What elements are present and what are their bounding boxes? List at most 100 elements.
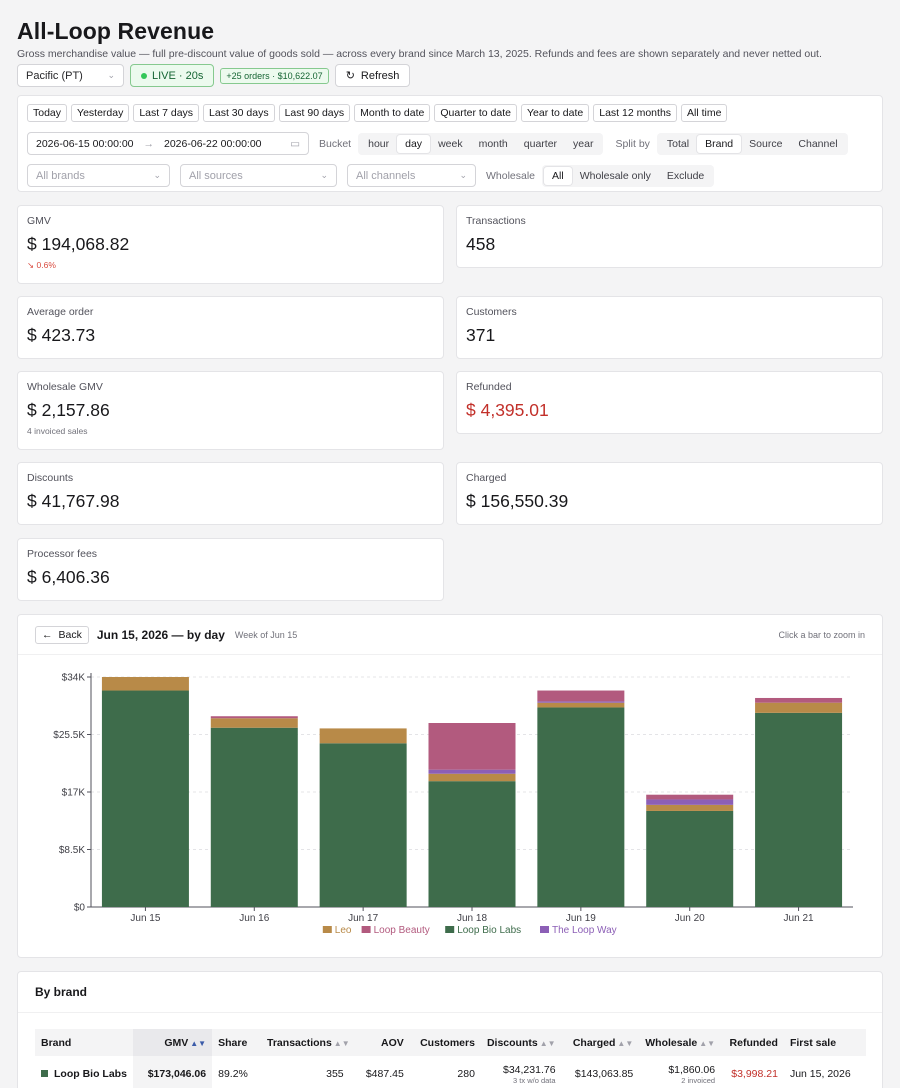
- chevron-down-icon: ⌄: [320, 170, 328, 180]
- split-total[interactable]: Total: [666, 137, 690, 150]
- x-tick-label: Jun 16: [239, 913, 269, 924]
- y-tick-label: $8.5K: [59, 845, 85, 856]
- bar-leo: [646, 804, 734, 811]
- col-brand: Brand: [35, 1029, 133, 1056]
- bucket-label: Bucket: [319, 137, 352, 150]
- bar-loop-bio-labs: [537, 707, 625, 907]
- wholesale-wholesale-only[interactable]: Wholesale only: [579, 169, 651, 182]
- col-transactions[interactable]: Transactions ▲▼: [261, 1029, 356, 1056]
- chevron-down-icon: ⌄: [459, 170, 467, 180]
- bar-loop-bio-labs: [428, 781, 516, 907]
- bar-loop-bio-labs: [101, 690, 189, 907]
- live-toggle[interactable]: LIVE · 20s: [130, 64, 215, 87]
- col-wholesale[interactable]: Wholesale ▲▼: [639, 1029, 722, 1056]
- sort-desc-icon: ▲▼: [190, 1038, 207, 1048]
- trend-down-icon: ↘: [27, 260, 35, 270]
- transactions-card: Transactions 458: [456, 205, 883, 268]
- legend-label: The Loop Way: [552, 925, 617, 936]
- legend-label: Leo: [335, 925, 352, 936]
- brands-filter[interactable]: All brands ⌄: [27, 164, 170, 187]
- timezone-select[interactable]: Pacific (PT) ⌄: [17, 64, 124, 87]
- range-year-to-date[interactable]: Year to date: [520, 104, 590, 122]
- filters-panel: Today Yesterday Last 7 days Last 30 days Las…: [17, 95, 883, 192]
- back-button[interactable]: ← Back: [35, 625, 89, 644]
- bar-loop-bio-labs: [319, 743, 407, 907]
- x-tick-label: Jun 19: [566, 913, 596, 924]
- legend-swatch: [445, 926, 455, 933]
- split-label: Split by: [615, 137, 650, 150]
- sources-filter[interactable]: All sources ⌄: [180, 164, 337, 187]
- range-last-30-days[interactable]: Last 30 days: [203, 104, 275, 122]
- range-last-12-months[interactable]: Last 12 months: [593, 104, 678, 122]
- col-customers: Customers: [409, 1029, 481, 1056]
- page-title: All-Loop Revenue: [17, 18, 215, 44]
- bar-leo: [210, 718, 298, 728]
- bar-the-loop-way: [646, 799, 734, 805]
- bucket-selector: hour day week month quarter year: [358, 132, 604, 155]
- split-source[interactable]: Source: [749, 137, 783, 150]
- bar-the-loop-way: [428, 769, 516, 774]
- brand-swatch: [41, 1070, 48, 1077]
- range-presets: Today Yesterday Last 7 days Last 30 days Las…: [27, 104, 873, 122]
- chart-hint: Click a bar to zoom in: [778, 629, 865, 640]
- bar-loop-beauty: [646, 794, 734, 800]
- range-quarter-to-date[interactable]: Quarter to date: [434, 104, 517, 122]
- bar-leo: [319, 728, 407, 744]
- col-charged[interactable]: Charged ▲▼: [561, 1029, 640, 1056]
- gmv-card: GMV $ 194,068.82 ↘ 0.6%: [17, 205, 444, 284]
- customers-card: Customers 371: [456, 296, 883, 359]
- brand-table-title: By brand: [18, 972, 882, 1013]
- bar-leo: [755, 702, 843, 713]
- bucket-hour[interactable]: hour: [368, 137, 390, 150]
- range-month-to-date[interactable]: Month to date: [354, 104, 431, 122]
- range-last-90-days[interactable]: Last 90 days: [278, 104, 351, 122]
- bucket-month[interactable]: month: [478, 137, 508, 150]
- bucket-day[interactable]: day: [397, 134, 431, 153]
- sort-icon: ▲▼: [699, 1038, 716, 1048]
- split-channel[interactable]: Channel: [798, 137, 838, 150]
- y-tick-label: $0: [74, 903, 86, 914]
- x-tick-label: Jun 17: [348, 913, 378, 924]
- bucket-year[interactable]: year: [573, 137, 594, 150]
- col-refunded: Refunded: [721, 1029, 784, 1056]
- refresh-icon: ↻: [345, 70, 355, 82]
- bar-loop-bio-labs: [646, 810, 734, 907]
- refunded-card: Refunded $ 4,395.01: [456, 371, 883, 434]
- new-orders-badge: +25 orders · $10,622.07: [220, 67, 329, 84]
- table-row[interactable]: Loop Bio Labs $173,046.06 89.2% 355 $487…: [35, 1056, 866, 1088]
- col-gmv[interactable]: GMV ▲▼: [132, 1029, 213, 1056]
- col-aov: AOV: [355, 1029, 410, 1056]
- y-tick-label: $25.5K: [53, 730, 85, 741]
- brand-panel: By brand Brand GMV ▲▼ Share Transactions ▲…: [17, 971, 883, 1088]
- channels-filter[interactable]: All channels ⌄: [347, 164, 476, 187]
- bar-the-loop-way: [537, 701, 625, 703]
- discounts-card: Discounts $ 41,767.98: [17, 462, 444, 525]
- bar-leo: [101, 677, 189, 691]
- chevron-down-icon: ⌄: [153, 170, 161, 180]
- y-tick-label: $17K: [62, 788, 86, 799]
- charged-card: Charged $ 156,550.39: [456, 462, 883, 525]
- range-today[interactable]: Today: [27, 104, 68, 122]
- chevron-down-icon: ⌄: [107, 70, 115, 80]
- range-yesterday[interactable]: Yesterday: [71, 104, 130, 122]
- sort-icon: ▲▼: [617, 1038, 634, 1048]
- refresh-button[interactable]: ↻ Refresh: [334, 64, 411, 87]
- split-brand[interactable]: Brand: [697, 134, 742, 153]
- bar-loop-beauty: [428, 723, 516, 770]
- sort-icon: ▲▼: [539, 1038, 556, 1048]
- bar-loop-bio-labs: [755, 712, 843, 907]
- legend-swatch: [540, 926, 549, 933]
- range-last-7-days[interactable]: Last 7 days: [133, 104, 200, 122]
- bucket-week[interactable]: week: [438, 137, 463, 150]
- col-discounts[interactable]: Discounts ▲▼: [480, 1029, 562, 1056]
- range-all-time[interactable]: All time: [681, 104, 728, 122]
- date-range-input[interactable]: 2026-06-15 00:00:00 → 2026-06-22 00:00:0…: [27, 132, 309, 155]
- legend-swatch: [361, 926, 371, 933]
- aov-card: Average order $ 423.73: [17, 296, 444, 359]
- live-dot-icon: [141, 72, 147, 79]
- wholesale-exclude[interactable]: Exclude: [666, 169, 705, 182]
- wholesale-all[interactable]: All: [544, 166, 572, 185]
- bar-loop-beauty: [210, 716, 298, 719]
- bucket-quarter[interactable]: quarter: [523, 137, 558, 150]
- fees-card: Processor fees $ 6,406.36: [17, 538, 444, 601]
